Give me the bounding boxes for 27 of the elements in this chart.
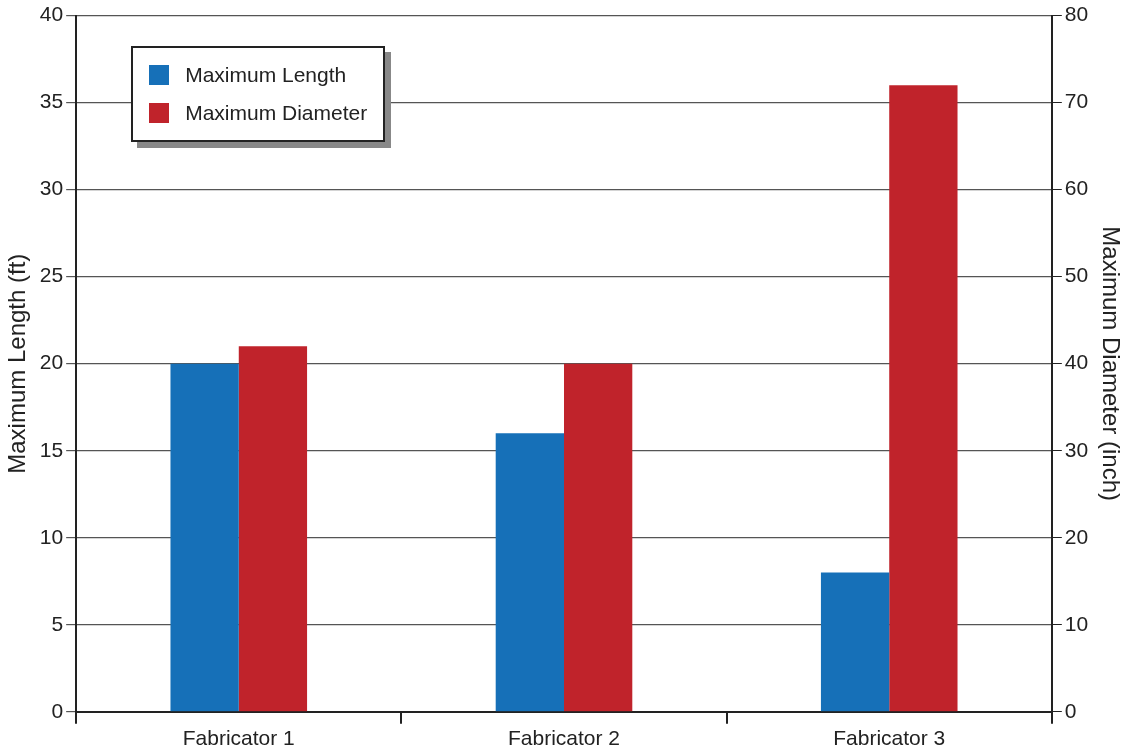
y-tick-label: 20: [39, 350, 64, 374]
y-axis-title: Maximum Length (ft): [3, 253, 31, 474]
y-tick-label: 40: [39, 2, 64, 26]
y-tick-label: 10: [39, 524, 64, 548]
y2-tick-label: 50: [1064, 263, 1089, 287]
x-tick-label: Fabricator 2: [507, 726, 621, 750]
y-tick-label: 15: [39, 437, 64, 461]
y-tick-label: 30: [39, 176, 64, 200]
y2-tick-label: 60: [1064, 176, 1089, 200]
y-tick-label: 5: [51, 611, 64, 635]
y2-tick-label: 80: [1064, 2, 1089, 26]
y2-tick-label: 30: [1064, 437, 1089, 461]
y-tick-label: 25: [39, 263, 64, 287]
y2-axis-title: Maximum Diameter (inch): [1097, 226, 1125, 502]
x-tick-label: Fabricator 3: [833, 726, 946, 750]
y-tick-label: 35: [39, 89, 64, 113]
y-tick-label: 0: [51, 698, 64, 722]
bar: [820, 572, 890, 712]
y2-tick-label: 0: [1064, 698, 1077, 722]
y2-tick-label: 10: [1064, 611, 1089, 635]
x-tick-label: Fabricator 1: [182, 726, 295, 750]
y2-tick-label: 70: [1064, 89, 1089, 113]
bar: [889, 85, 958, 712]
y2-tick-label: 40: [1064, 350, 1089, 374]
legend-label: Maximum Diameter: [185, 100, 368, 125]
y2-tick-label: 20: [1064, 524, 1089, 548]
legend-label: Maximum Length: [185, 62, 347, 87]
